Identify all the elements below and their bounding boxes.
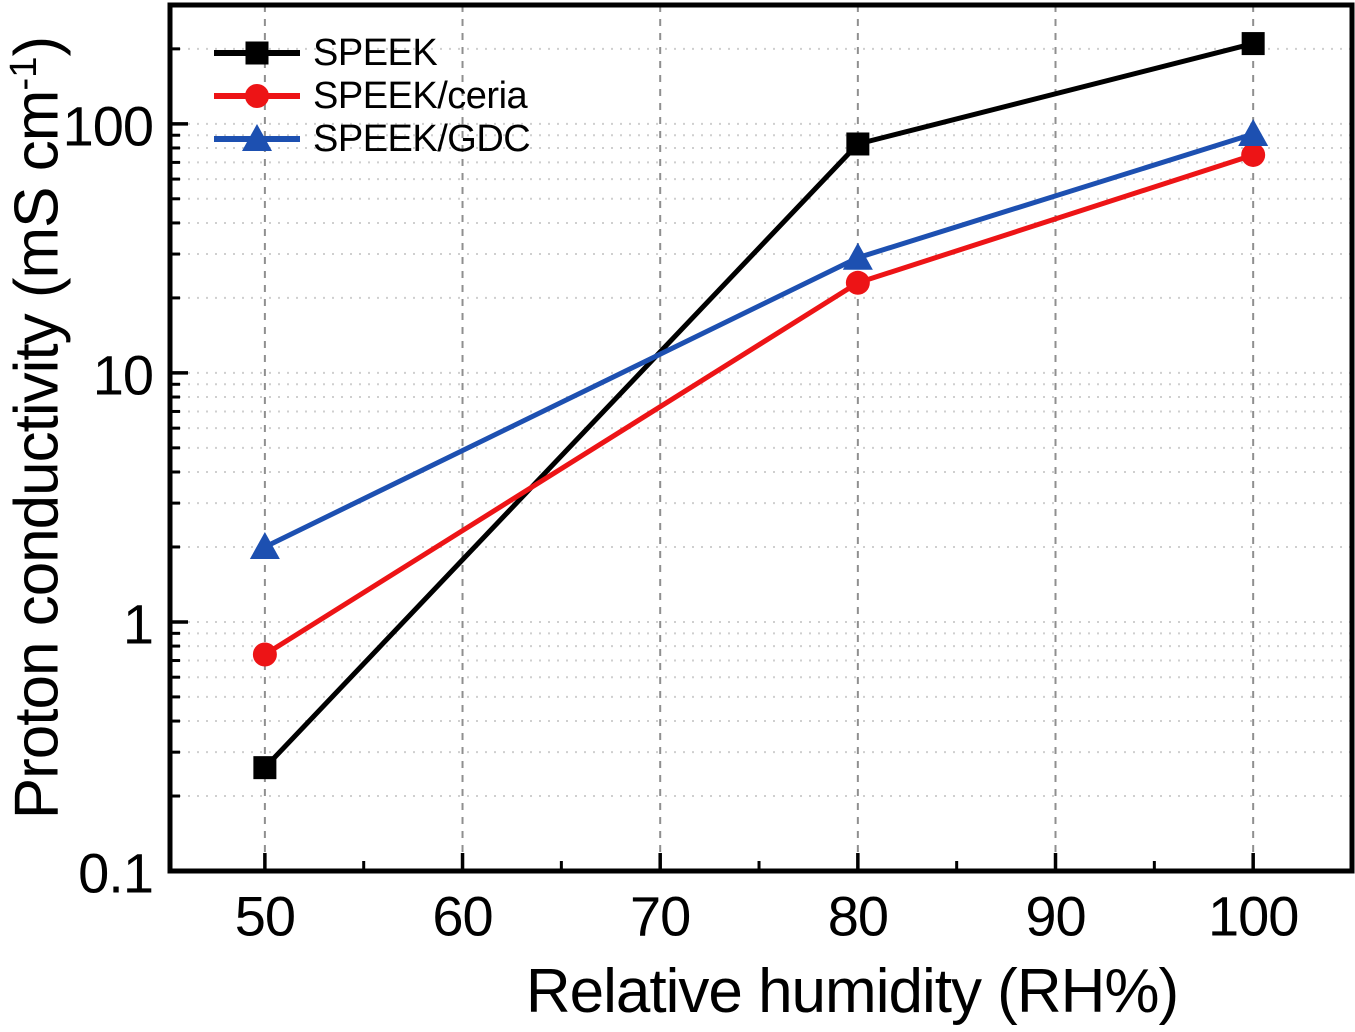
legend-label: SPEEK/GDC — [313, 117, 531, 160]
data-point-square — [245, 41, 269, 64]
x-tick-label: 60 — [432, 885, 492, 948]
y-axis-title: Proton conductivity (mS cm-1) — [2, 37, 73, 819]
x-tick-label: 80 — [828, 885, 888, 948]
legend-item-speek: SPEEK — [212, 31, 530, 74]
axis-frame — [167, 2, 1355, 874]
legend-marker-triangle — [214, 123, 300, 151]
series-line — [263, 152, 1254, 657]
data-point-circle — [845, 270, 870, 295]
y-axis-title-text: Proton conductivity (mS cm — [2, 90, 72, 820]
data-point-circle — [245, 83, 269, 108]
y-tick-label: 0.1 — [78, 842, 153, 905]
y-axis-title-close: ) — [2, 36, 72, 57]
data-point-circle — [252, 642, 277, 667]
legend-marker-square — [214, 41, 300, 64]
data-point-triangle — [242, 123, 272, 151]
legend-item-speek-gdc: SPEEK/GDC — [212, 117, 531, 160]
data-point-triangle — [842, 242, 873, 270]
legend: SPEEK SPEEK/ceria SPEEK/GDC — [212, 31, 531, 160]
legend-item-speek-ceria: SPEEK/ceria — [212, 74, 530, 117]
series-speek — [253, 32, 1265, 780]
data-point-square — [253, 756, 277, 780]
x-axis-title: Relative humidity (RH%) — [525, 957, 1179, 1026]
x-tick-label: 90 — [1025, 885, 1085, 948]
legend-marker-circle — [214, 83, 300, 108]
y-tick-label: 1 — [123, 592, 153, 655]
legend-label: SPEEK — [313, 31, 438, 74]
y-tick-label: 100 — [63, 94, 153, 157]
x-tick-label: 100 — [1208, 885, 1298, 948]
x-tick-label: 70 — [630, 885, 690, 948]
data-point-triangle — [249, 531, 280, 559]
legend-label: SPEEK/ceria — [313, 74, 528, 117]
data-point-triangle — [1238, 119, 1269, 147]
data-point-square — [1241, 32, 1265, 56]
y-axis-title-superscript: -1 — [1, 56, 45, 91]
data-point-square — [846, 132, 870, 156]
y-tick-label: 10 — [93, 343, 153, 406]
series-line — [263, 131, 1254, 550]
series-speek-ceria — [252, 142, 1266, 667]
x-tick-label: 50 — [235, 885, 295, 948]
series-speek-gdc — [249, 119, 1269, 559]
data-point-circle — [1241, 142, 1266, 167]
